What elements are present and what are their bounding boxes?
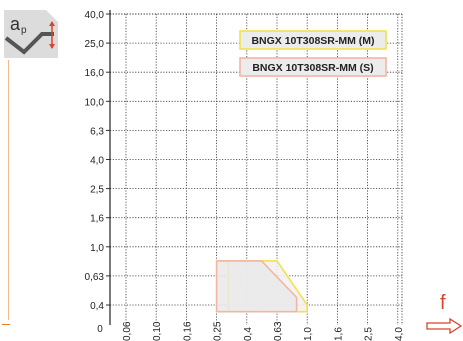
origin-label: 0 [97,324,103,335]
y-tick-label: 1,0 [90,243,104,254]
y-tick-label: 16,0 [85,68,105,79]
x-tick-label: 0,4 [243,327,254,341]
y-tick-label: 0,63 [85,272,105,283]
series-area [215,260,298,313]
y-tick-label: 6,3 [90,126,104,137]
y-tick-label: 2,5 [90,185,104,196]
y-tick-label: 25,0 [85,39,105,50]
x-tick-label: 1,0 [303,327,314,341]
left-edge-marker [2,324,10,325]
y-tick-label: 4,0 [90,156,104,167]
x-axis-ticks: 0,06 0,10 0,16 0,25 0,4 0,63 1,0 1,6 2,5 4,0 [122,321,405,341]
left-edge-line [8,60,9,320]
y-tick-label: 1,6 [90,214,104,225]
y-axis-ticks: 40,0 25,0 16,0 10,0 6,3 4,0 2,5 1,6 1,0 0,63 0,4 0 [85,10,105,335]
y-tick-label: 10,0 [85,97,105,108]
x-tick-label: 0,25 [213,321,224,341]
x-tick-label: 1,6 [333,327,344,341]
legend-label: BNGX 10T308SR-MM (S) [252,62,373,74]
chart-areas [215,260,309,313]
x-tick-label: 0,06 [122,321,133,341]
y-tick-label: 40,0 [85,10,105,21]
x-tick-label: 0,10 [152,321,163,341]
chart-frame [109,10,403,325]
x-tick-label: 2,5 [364,327,375,341]
x-tick-label: 4,0 [394,327,405,341]
chart-legend: BNGX 10T308SR-MM (M) BNGX 10T308SR-MM (S) [239,30,387,77]
ap-label: a [10,14,21,34]
legend-box [239,57,387,77]
depth-of-cut-icon: a p [4,10,58,58]
feed-arrow-icon [426,318,462,334]
ap-subscript: p [21,25,27,36]
y-tick-label: 0,4 [90,301,104,312]
feed-label: f [440,292,446,314]
legend-box [239,30,387,50]
x-tick-label: 0,63 [273,321,284,341]
x-tick-label: 0,16 [182,321,193,341]
legend-label: BNGX 10T308SR-MM (M) [251,35,374,47]
